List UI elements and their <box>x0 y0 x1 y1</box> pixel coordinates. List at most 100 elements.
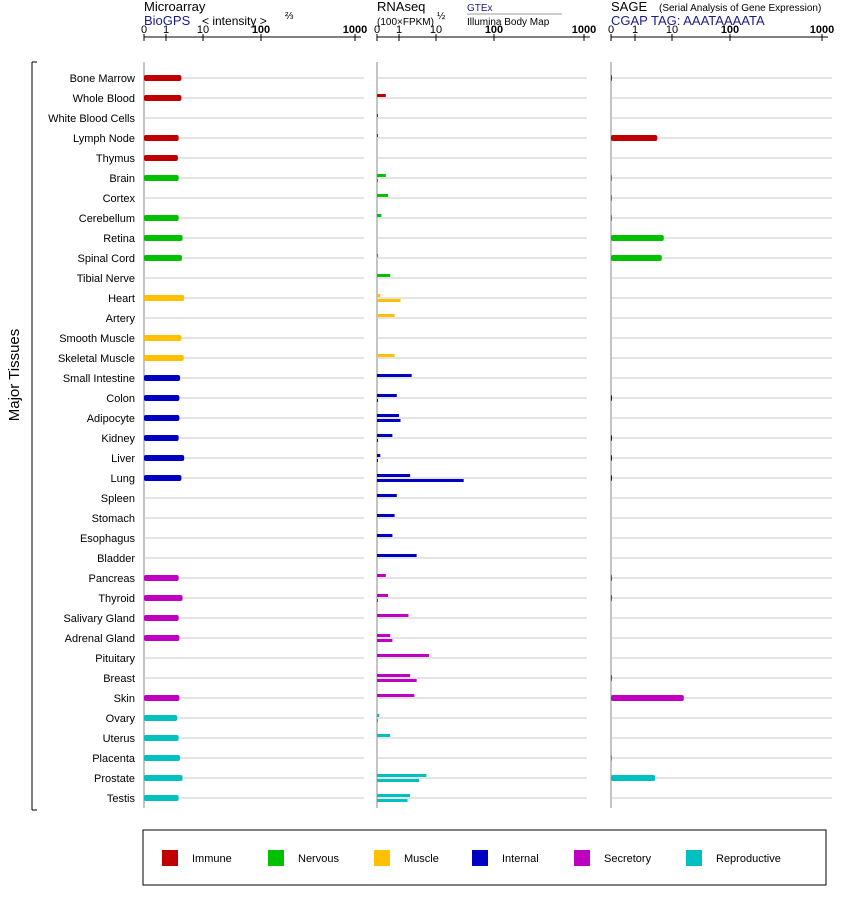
tick-label-microarray: 0 <box>141 24 147 36</box>
panel-unit-exp-rnaseq: ½ <box>437 11 446 22</box>
panel-title-microarray: Microarray <box>144 0 206 14</box>
bar-rnaseq-gtex <box>377 414 399 417</box>
legend-label: Immune <box>192 853 232 865</box>
tick-label-rnaseq: 100 <box>485 24 503 36</box>
bar-sage <box>611 675 612 681</box>
legend-swatch <box>686 850 702 866</box>
tissue-label: Smooth Muscle <box>59 333 135 345</box>
legend-swatch <box>162 850 178 866</box>
bar-microarray <box>144 575 179 581</box>
bar-sage <box>611 295 612 301</box>
bar-rnaseq-gtex <box>377 454 381 457</box>
bar-rnaseq-gtex <box>377 314 395 317</box>
bar-sage <box>611 175 612 181</box>
tissue-label: Spinal Cord <box>78 253 135 265</box>
bar-rnaseq-gtex <box>377 174 386 177</box>
panel-unit-rnaseq: (100×FPKM) <box>377 17 434 28</box>
bar-microarray <box>144 795 179 801</box>
tissue-label: Spleen <box>101 493 135 505</box>
tick-label-rnaseq: 1000 <box>572 24 596 36</box>
tick-label-rnaseq: 0 <box>374 24 380 36</box>
bar-rnaseq-illumina <box>377 439 378 442</box>
tick-label-sage: 0 <box>608 24 614 36</box>
bar-microarray <box>144 295 185 301</box>
panel-source-gtex: GTEx <box>467 3 493 14</box>
expression-bars <box>144 75 684 802</box>
tissue-label: Adipocyte <box>87 413 135 425</box>
bar-sage <box>611 435 612 441</box>
bar-rnaseq-gtex <box>377 94 386 97</box>
tissue-label: Adrenal Gland <box>65 633 135 645</box>
tissue-label: Liver <box>111 453 135 465</box>
tick-label-sage: 100 <box>721 24 739 36</box>
bar-sage <box>611 475 612 481</box>
bar-rnaseq-illumina <box>377 179 378 182</box>
legend-swatch <box>268 850 284 866</box>
bar-sage <box>611 755 612 761</box>
bar-rnaseq-gtex <box>377 554 417 557</box>
tick-label-microarray: 1000 <box>343 24 367 36</box>
bar-microarray <box>144 335 182 341</box>
tick-label-sage: 1000 <box>810 24 834 36</box>
bar-rnaseq-gtex <box>377 574 386 577</box>
legend-swatch <box>574 850 590 866</box>
bar-rnaseq-gtex <box>377 734 391 737</box>
bar-sage <box>611 775 656 781</box>
bar-rnaseq-gtex <box>377 474 411 477</box>
bar-rnaseq-gtex <box>377 494 397 497</box>
bar-rnaseq-gtex <box>377 274 391 277</box>
tick-label-microarray: 1 <box>163 24 169 36</box>
legend: Immune Nervous Muscle Internal Secretory Repr… <box>142 829 827 886</box>
legend-label: Reproductive <box>716 853 781 865</box>
legend-swatch <box>374 850 390 866</box>
tissue-label: Pituitary <box>95 653 135 665</box>
bar-rnaseq-illumina <box>377 419 401 422</box>
bar-rnaseq-gtex <box>377 114 378 117</box>
tissue-label: Brain <box>109 173 135 185</box>
bar-rnaseq-illumina <box>377 679 417 682</box>
tick-label-microarray: 10 <box>197 24 209 36</box>
bar-rnaseq-gtex <box>377 394 397 397</box>
bar-microarray <box>144 135 179 141</box>
tissue-label: White Blood Cells <box>48 113 135 125</box>
panel-axes: 0 1 10 100 1000 0 1 10 100 1000 0 1 10 100 1000 <box>141 24 834 808</box>
bar-sage <box>611 395 612 401</box>
tissue-label: Bone Marrow <box>70 73 135 85</box>
panel-note-sage: (Serial Analysis of Gene Expression) <box>659 3 821 14</box>
bar-microarray <box>144 395 180 401</box>
tissue-label: Testis <box>107 793 136 805</box>
bar-microarray <box>144 735 179 741</box>
bar-microarray <box>144 715 178 721</box>
tissue-label: Ovary <box>106 713 136 725</box>
bar-microarray <box>144 415 180 421</box>
tissue-label: Bladder <box>97 553 135 565</box>
bar-microarray <box>144 755 181 761</box>
bar-sage <box>611 235 664 241</box>
panel-source-cgap: CGAP TAG: AAATAAAATA <box>611 13 765 28</box>
bar-microarray <box>144 475 182 481</box>
bar-microarray <box>144 255 182 261</box>
bar-sage <box>611 575 612 581</box>
tick-label-microarray: 100 <box>252 24 270 36</box>
bar-microarray <box>144 235 183 241</box>
bar-rnaseq-illumina <box>377 399 378 402</box>
tissue-label: Cortex <box>103 193 136 205</box>
bar-sage <box>611 75 612 81</box>
tissue-label: Lymph Node <box>73 133 135 145</box>
bar-microarray <box>144 155 178 161</box>
panel-title-rnaseq: RNAseq <box>377 0 425 14</box>
legend-label: Secretory <box>604 853 652 865</box>
bar-microarray <box>144 775 183 781</box>
bar-rnaseq-gtex <box>377 674 411 677</box>
tissue-label: Thymus <box>96 153 136 165</box>
bar-microarray <box>144 175 179 181</box>
tissue-label: Thyroid <box>98 593 135 605</box>
bar-rnaseq-gtex <box>377 254 379 257</box>
tissue-rows: Bone Marrow Whole Blood White Blood Cells L… <box>48 73 832 805</box>
legend-swatch <box>472 850 488 866</box>
tissue-label: Esophagus <box>80 533 136 545</box>
bar-rnaseq-gtex <box>377 794 411 797</box>
bar-sage <box>611 695 684 701</box>
